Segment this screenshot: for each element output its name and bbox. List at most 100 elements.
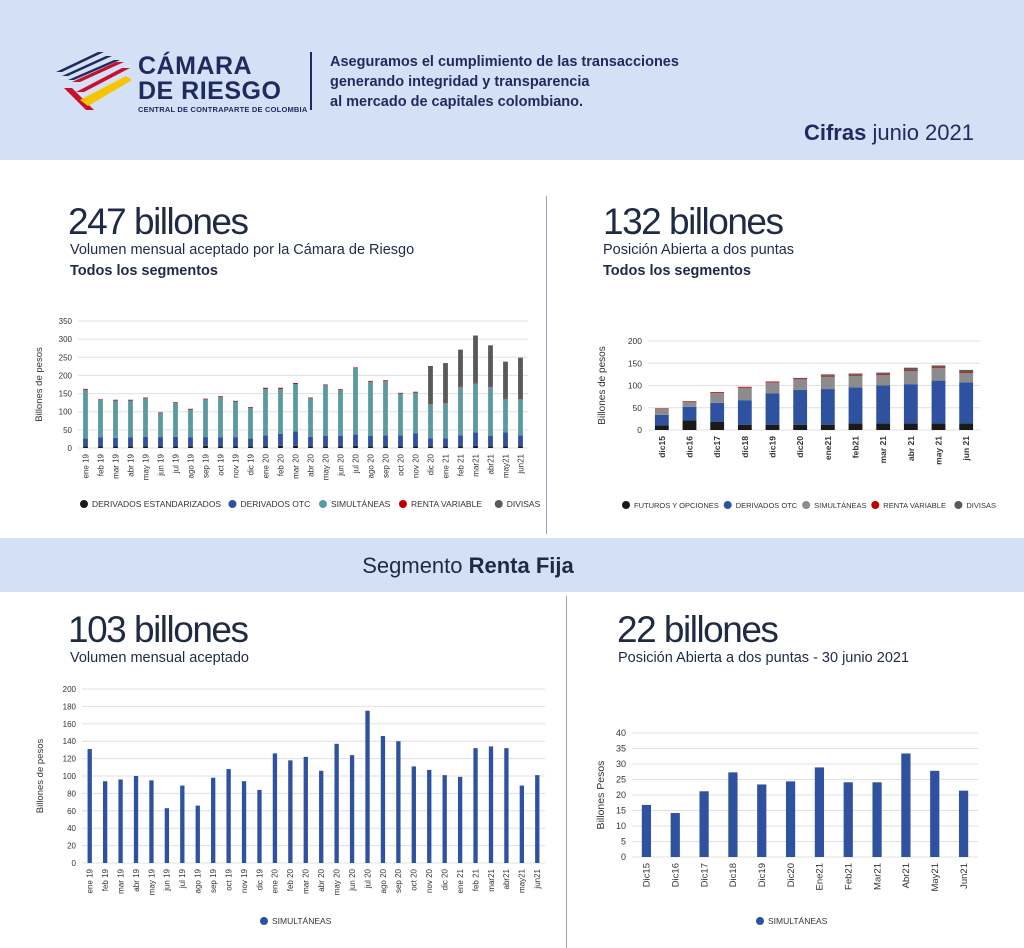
bar-segment: [195, 805, 200, 863]
bar-segment: [248, 407, 253, 439]
legend-marker: [954, 501, 963, 509]
bar-segment: [233, 437, 238, 447]
y-tick-label: 0: [621, 852, 626, 862]
bar-segment: [848, 387, 863, 424]
x-tick-label: jun 20: [336, 453, 345, 476]
bar-segment: [98, 399, 103, 401]
cifras-period: junio 2021: [866, 120, 974, 145]
bar-segment: [293, 384, 298, 432]
bar-segment: [710, 393, 725, 403]
bar-segment: [396, 741, 401, 863]
x-tick-label: mar 20: [302, 868, 311, 893]
bar-segment: [488, 436, 493, 447]
x-tick-label: abr 21: [906, 436, 916, 461]
bar-segment: [876, 385, 891, 424]
x-tick-label: Abr21: [901, 863, 912, 888]
bar-segment: [113, 437, 118, 447]
x-tick-label: dic 19: [255, 868, 264, 890]
x-tick-label: sep 20: [394, 868, 403, 893]
bar-segment: [164, 808, 170, 863]
x-tick-label: jul 20: [363, 868, 372, 889]
x-tick-label: may 20: [332, 868, 341, 895]
bar-segment: [876, 423, 891, 430]
bar-segment: [158, 446, 163, 448]
bar-segment: [180, 785, 185, 863]
x-tick-label: dic16: [684, 436, 694, 458]
bar-segment: [188, 446, 193, 448]
x-tick-label: nov 20: [425, 868, 434, 893]
x-tick-label: jul 20: [351, 453, 360, 474]
bar-segment: [323, 436, 328, 447]
x-tick-label: abr21: [502, 868, 511, 889]
legend-marker: [622, 501, 630, 509]
x-tick-label: ene 20: [261, 453, 270, 478]
bar-segment: [843, 782, 853, 857]
bar-segment: [518, 399, 523, 436]
bar-segment: [793, 378, 808, 380]
bar-segment: [903, 370, 918, 385]
tagline-line: al mercado de capitales colombiano.: [330, 94, 584, 110]
bar-segment: [710, 392, 725, 394]
bar-segment: [353, 434, 358, 446]
y-tick-label: 50: [63, 426, 72, 435]
bar-segment: [278, 445, 283, 448]
bar-segment: [338, 389, 343, 436]
x-tick-label: dic 20: [440, 868, 449, 890]
x-tick-label: jun 21: [961, 436, 971, 462]
x-tick-label: oct 20: [410, 868, 419, 890]
bar-segment: [218, 396, 223, 438]
bar-segment: [535, 775, 540, 863]
cifras-label: Cifras: [803, 120, 867, 145]
bar-segment: [765, 382, 780, 394]
x-tick-label: jun21: [533, 868, 542, 889]
bar-segment: [488, 386, 493, 437]
x-tick-label: ene 21: [441, 453, 450, 478]
bar-segment: [473, 748, 478, 863]
x-tick-label: feb 21: [456, 453, 465, 476]
open-position-fixed-income-chart: 0 5 10 15 20 25 30 35 40 Billones Pesos Dic15 Dic16…: [595, 728, 978, 926]
y-tick-label: 350: [59, 317, 73, 326]
bar-segment: [158, 412, 163, 414]
bar-segment: [699, 791, 709, 857]
kpi-fixed-income-volume: 103 billones: [68, 609, 249, 650]
bar-segment: [504, 748, 509, 863]
x-tick-label: Dic19: [757, 863, 768, 887]
logo-line-1: CÁMARA: [138, 52, 253, 80]
open-position-all-segments-chart: 0 50 100 150 200 Billones de pesos dic15 dic16 d…: [597, 336, 996, 510]
x-tick-label: Dic18: [728, 863, 739, 887]
y-axis-label: Billones de pesos: [597, 346, 608, 424]
bar-segment: [248, 438, 253, 447]
bar-segment: [931, 368, 946, 381]
bar-segment: [380, 735, 386, 863]
x-tick-label: jun 20: [348, 868, 357, 891]
bar-segment: [428, 403, 433, 439]
bar-segment: [368, 380, 373, 382]
x-tick-label: Mar21: [872, 863, 883, 890]
x-tick-label: sep 19: [209, 868, 218, 893]
bar-segment: [338, 446, 343, 448]
bar-segment: [248, 406, 253, 408]
bar-segment: [368, 436, 373, 447]
bar-segment: [765, 424, 780, 430]
x-tick-label: may 19: [141, 453, 150, 480]
logo-line-2: DE RIESGO: [138, 77, 282, 105]
bar-segment: [353, 445, 358, 448]
x-tick-label: may 21: [933, 436, 943, 465]
bar-segment: [143, 398, 148, 437]
bar-segment: [848, 374, 863, 376]
bar-segment: [443, 446, 448, 448]
bar-segment: [98, 437, 103, 447]
y-tick-label: 10: [616, 821, 626, 831]
kpi-total-volume-segment: Todos los segmentos: [70, 263, 218, 279]
section-title-prefix: Segmento: [362, 553, 469, 578]
y-tick-label: 60: [67, 807, 76, 816]
bar-segment: [83, 438, 88, 447]
legend-marker: [723, 501, 732, 509]
x-tick-label: Ene21: [815, 863, 826, 890]
x-tick-label: mar21: [471, 453, 480, 476]
x-tick-label: dic 19: [246, 453, 255, 475]
bar-segment: [903, 384, 918, 424]
y-tick-label: 40: [616, 728, 626, 738]
bar-segment: [319, 770, 324, 863]
bar-segment: [959, 373, 974, 383]
